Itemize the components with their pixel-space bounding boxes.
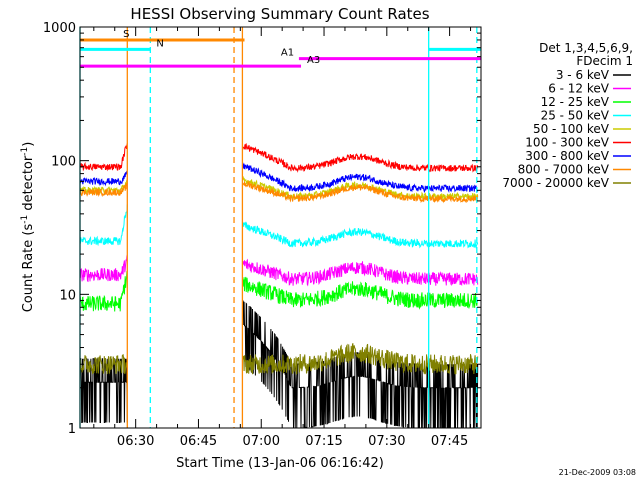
series-line-7 [79, 162, 479, 194]
series-line-3 [79, 271, 479, 312]
legend-label-9: 7000 - 20000 keV [502, 176, 609, 190]
series-line-6 [79, 143, 479, 173]
y-tick-label-1: 1 [68, 422, 76, 437]
y-axis-label-end: ) [21, 142, 36, 147]
legend-label-1: 3 - 6 keV [556, 68, 610, 82]
y-tick-label-4: 1000 [43, 21, 76, 36]
flag-label-a1: A1 [281, 48, 294, 59]
x-tick-label-4: 07:15 [305, 434, 342, 449]
series-line-9 [79, 343, 479, 375]
plot-frame [79, 26, 482, 429]
series-line-2 [79, 254, 479, 287]
legend-label-7: 300 - 800 keV [525, 149, 609, 163]
flag-label-n: N [156, 38, 163, 49]
y-tick-label-3: 100 [51, 155, 76, 170]
legend-label-6: 100 - 300 keV [525, 136, 609, 150]
x-tick-label-2: 06:45 [180, 434, 217, 449]
x-tick-label-3: 07:00 [243, 434, 280, 449]
y-tick-label-2: 10 [59, 288, 76, 303]
y-axis-label: Count Rate (s-1 detector-1) [20, 142, 36, 313]
y-axis-label-sup2: -1 [20, 147, 30, 156]
y-axis-label-sup1: -1 [20, 215, 30, 224]
flag-label-s: S [123, 29, 129, 40]
chart-title: HESSI Observing Summary Count Rates [130, 5, 429, 23]
x-tick-label-5: 07:30 [368, 434, 405, 449]
x-tick-label-6: 07:45 [431, 434, 468, 449]
legend-label-8: 800 - 7000 keV [518, 163, 610, 177]
legend-label-5: 50 - 100 keV [533, 122, 610, 136]
flag-label-a3: A3 [307, 55, 320, 66]
series-line-8 [79, 180, 479, 204]
y-axis-label-mid: detector [21, 155, 36, 215]
legend-label-2: 6 - 12 keV [548, 82, 610, 96]
legend-label-3: 12 - 25 keV [541, 95, 610, 109]
legend-header-1: Det 1,3,4,5,6,9, [539, 41, 633, 55]
x-axis-label: Start Time (13-Jan-06 06:16:42) [176, 456, 384, 471]
x-tick-label-1: 06:30 [117, 434, 154, 449]
series-line-4 [79, 204, 479, 249]
footer-date: 21-Dec-2009 03:08 [559, 468, 636, 477]
legend-label-4: 25 - 50 keV [541, 109, 610, 123]
axes: 1 10 100 1000 06:30 06:45 07:00 07:15 07:30 07:45 [43, 21, 481, 449]
legend-header-2: FDecim 1 [576, 54, 633, 68]
y-axis-label-main: Count Rate (s [21, 224, 36, 313]
